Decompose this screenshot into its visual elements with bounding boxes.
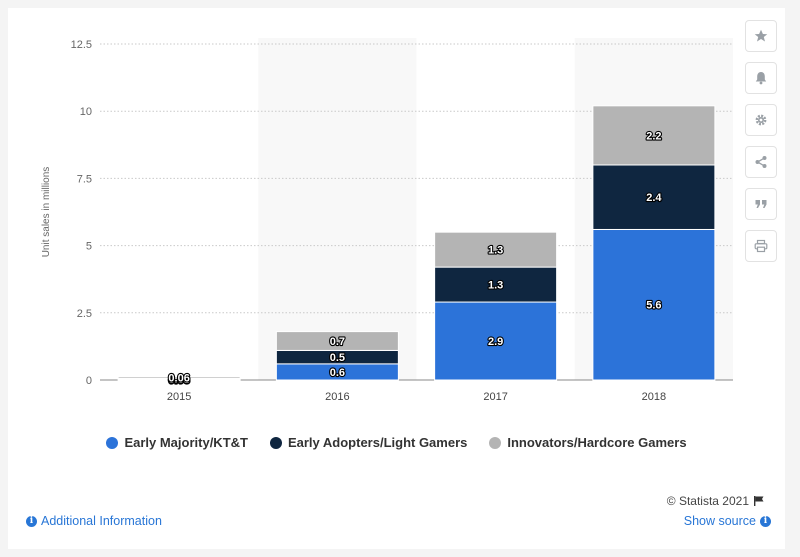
bar-segment <box>434 266 558 303</box>
chart-legend: Early Majority/KT&T Early Adopters/Light… <box>8 435 785 450</box>
print-icon <box>754 239 768 253</box>
y-tick-label: 12.5 <box>71 39 92 51</box>
x-tick-label: 2017 <box>483 391 507 403</box>
data-label: 1.3 <box>488 245 503 257</box>
legend-item-early-majority[interactable]: Early Majority/KT&T <box>106 435 248 450</box>
legend-label: Early Adopters/Light Gamers <box>287 435 468 450</box>
tool-sidebar <box>745 20 779 272</box>
legend-item-innovators[interactable]: Innovators/Hardcore Gamers <box>489 435 687 450</box>
flag-icon <box>754 496 764 506</box>
quote-icon <box>755 200 767 208</box>
data-label: 5.6 <box>646 300 661 312</box>
share-icon <box>755 156 767 168</box>
x-tick-label: 2018 <box>642 391 666 403</box>
data-label: 0.6 <box>330 367 345 379</box>
star-icon <box>754 29 768 42</box>
legend-swatch <box>106 436 119 449</box>
show-source-label: Show source <box>683 514 756 528</box>
y-tick-label: 7.5 <box>77 173 92 185</box>
data-label: 1.3 <box>488 280 503 292</box>
bar-segment <box>592 105 716 166</box>
y-tick-label: 0 <box>86 375 92 387</box>
x-tick-label: 2016 <box>325 391 349 403</box>
y-tick-label: 2.5 <box>77 308 92 320</box>
info-icon: i <box>760 515 771 527</box>
legend-swatch <box>489 436 502 449</box>
cite-button[interactable] <box>745 188 777 220</box>
data-label: 0.7 <box>330 336 345 348</box>
y-tick-label: 10 <box>80 106 92 118</box>
legend-label: Innovators/Hardcore Gamers <box>507 435 687 450</box>
print-button[interactable] <box>745 230 777 262</box>
bar-segment <box>434 301 558 381</box>
statista-credit[interactable]: © Statista 2021 <box>667 494 765 508</box>
share-button[interactable] <box>745 146 777 178</box>
data-label: 2.2 <box>646 130 661 142</box>
x-tick-label: 2015 <box>167 391 191 403</box>
credit-text: © Statista 2021 <box>666 494 749 508</box>
bar-segment <box>592 164 716 230</box>
data-label: 0.06 <box>168 373 189 385</box>
data-label: 2.4 <box>646 192 662 204</box>
bar-segment <box>275 331 399 351</box>
info-icon: i <box>26 515 37 527</box>
additional-information-link[interactable]: i Additional Information <box>26 514 162 528</box>
notification-button[interactable] <box>745 62 777 94</box>
favorite-button[interactable] <box>745 20 777 52</box>
chart-card: 0 2.5 5 7.5 10 12.5 Unit sales in millions 0.03… <box>8 8 785 549</box>
data-label: 2.9 <box>488 336 503 348</box>
y-tick-label: 5 <box>86 241 92 253</box>
gear-icon <box>755 114 767 126</box>
bell-icon <box>755 72 767 85</box>
settings-button[interactable] <box>745 104 777 136</box>
legend-swatch <box>269 436 282 449</box>
y-axis-label: Unit sales in millions <box>41 167 52 258</box>
category-band <box>258 38 417 380</box>
data-label: 0.5 <box>330 352 345 364</box>
bar-segment <box>117 376 241 379</box>
show-source-link[interactable]: Show source i <box>684 514 771 528</box>
additional-information-label: Additional Information <box>41 514 162 528</box>
bar-segment <box>434 231 558 268</box>
legend-item-early-adopters[interactable]: Early Adopters/Light Gamers <box>269 435 468 450</box>
legend-label: Early Majority/KT&T <box>124 435 248 450</box>
